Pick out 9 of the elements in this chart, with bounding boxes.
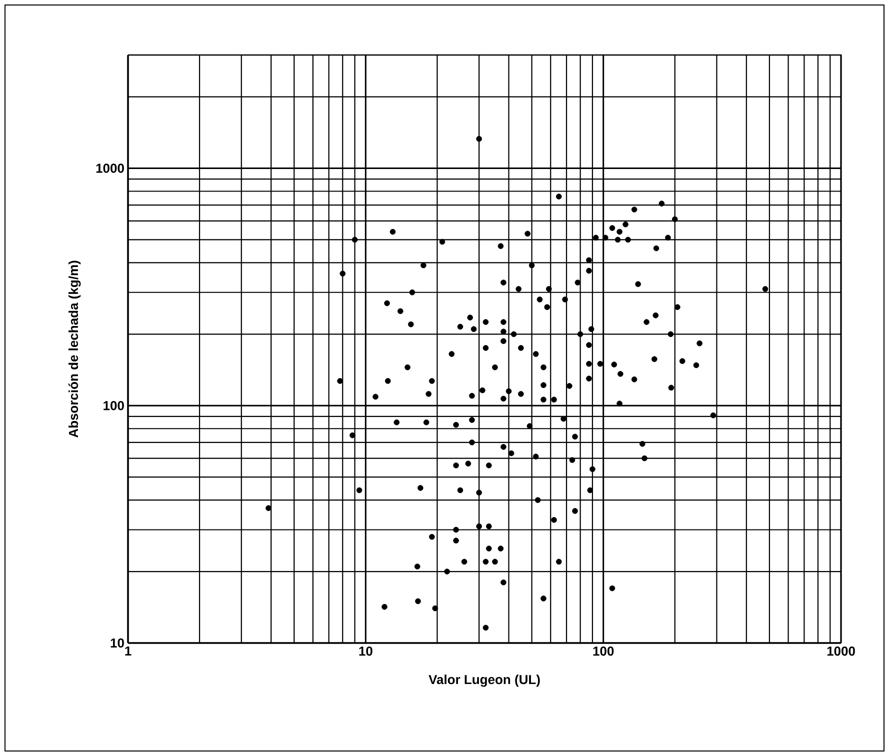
x-tick-label: 1 [125,646,132,656]
x-tick-label: 10 [359,646,372,656]
x-axis-title: Valor Lugeon (UL) [428,674,540,687]
y-axis-title: Absorción de lechada (kg/m) [68,260,81,438]
x-tick-label: 1000 [827,646,855,656]
y-tick-label: 100 [104,401,124,410]
y-tick-label: 10 [110,638,124,648]
x-tick-label: 100 [593,646,614,656]
y-tick-label: 1000 [96,164,124,173]
